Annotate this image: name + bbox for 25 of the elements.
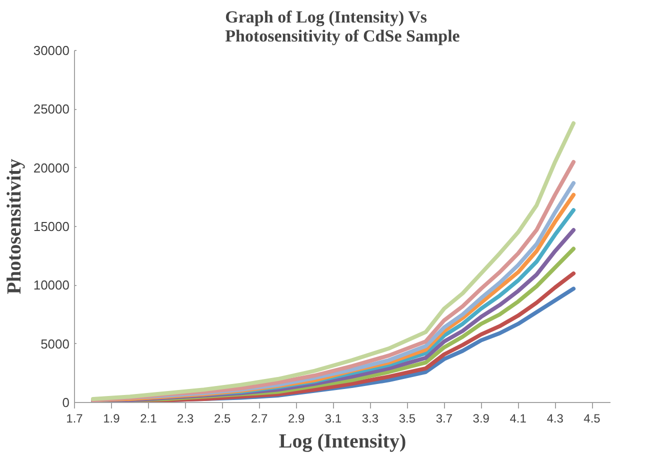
x-tick-label: 3.5 [398, 412, 416, 426]
x-tick-label: 1.7 [66, 412, 84, 426]
x-tick-label: 4.1 [510, 412, 527, 426]
y-tick-label: 25000 [33, 102, 70, 117]
chart-title: Graph of Log (Intensity) Vs Photosensitivity of CdSe Sample [225, 8, 460, 46]
y-tick-label: 20000 [33, 160, 70, 176]
y-tick-label: 30000 [33, 43, 70, 58]
x-tick-label: 2.5 [214, 412, 232, 426]
y-tick-label: 0 [62, 395, 70, 410]
x-tick-label: 4.5 [584, 412, 601, 426]
x-tick-label: 3.9 [472, 412, 490, 426]
x-tick-label: 2.9 [288, 412, 305, 426]
x-tick-label: 2.1 [140, 412, 158, 426]
y-tick-label: 15000 [33, 219, 70, 234]
x-tick-label: 3.7 [436, 412, 453, 426]
y-tick-label: 5000 [40, 336, 70, 352]
y-axis-title: Photosensitivity [3, 158, 26, 294]
x-tick-label: 4.3 [546, 412, 564, 426]
x-tick-label: 1.9 [103, 412, 120, 426]
x-tick-label: 2.7 [250, 412, 268, 426]
y-tick-label: 10000 [33, 278, 70, 293]
x-tick-label: 3.1 [324, 412, 342, 426]
x-tick-label: 3.3 [362, 412, 379, 426]
x-axis-title: Log (Intensity) [278, 430, 406, 452]
x-tick-label: 2.3 [177, 412, 194, 426]
